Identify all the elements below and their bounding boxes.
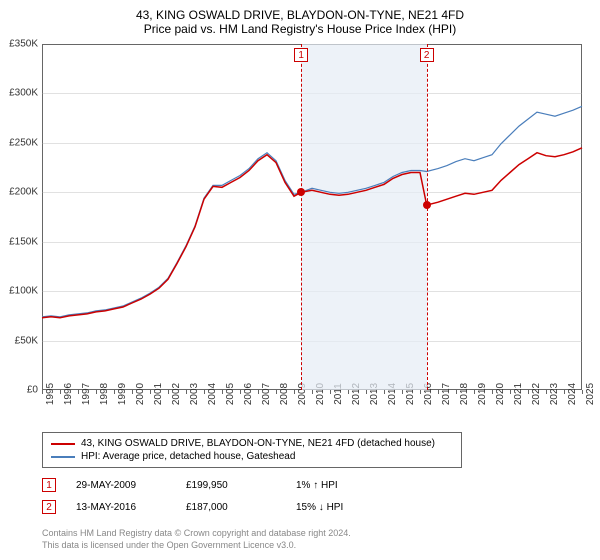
sale-row-2: 2 13-MAY-2016 £187,000 15% ↓ HPI [42,500,386,514]
x-tick [492,390,493,394]
sale-marker-2: 2 [42,500,56,514]
y-tick-label: £100K [9,286,38,297]
series-lines-svg [42,44,582,390]
sale-marker-1: 1 [42,478,56,492]
x-tick [168,390,169,394]
sale-date-1: 29-MAY-2009 [76,480,166,491]
y-tick-label: £350K [9,39,38,50]
x-tick [132,390,133,394]
y-tick-label: £0 [27,385,38,396]
chart-subtitle: Price paid vs. HM Land Registry's House … [0,22,600,36]
x-tick [402,390,403,394]
x-tick [42,390,43,394]
x-tick [186,390,187,394]
x-tick [456,390,457,394]
x-tick [528,390,529,394]
x-tick [546,390,547,394]
y-tick-label: £200K [9,187,38,198]
x-tick [204,390,205,394]
y-tick-label: £150K [9,236,38,247]
x-tick [582,390,583,394]
legend-label-property: 43, KING OSWALD DRIVE, BLAYDON-ON-TYNE, … [81,438,435,449]
x-tick [366,390,367,394]
y-tick-label: £50K [15,335,38,346]
x-tick [60,390,61,394]
legend-swatch-hpi [51,456,75,458]
series-line-hpi [42,106,582,316]
sale-dot-2 [423,201,431,209]
x-tick [222,390,223,394]
x-tick [78,390,79,394]
x-tick [384,390,385,394]
x-tick [258,390,259,394]
x-tick [114,390,115,394]
sale-vline-1 [301,44,302,390]
x-tick [312,390,313,394]
y-tick-label: £300K [9,88,38,99]
attribution-text: Contains HM Land Registry data © Crown c… [42,528,351,551]
sale-row-1: 1 29-MAY-2009 £199,950 1% ↑ HPI [42,478,386,492]
sale-price-2: £187,000 [186,502,276,513]
x-tick [240,390,241,394]
x-tick [420,390,421,394]
x-tick [276,390,277,394]
sale-delta-2: 15% ↓ HPI [296,502,386,513]
sale-vline-2 [427,44,428,390]
chart-area: £0£50K£100K£150K£200K£250K£300K£350K 199… [42,44,582,390]
x-tick [348,390,349,394]
sale-delta-1: 1% ↑ HPI [296,480,386,491]
sale-label-1: 1 [294,48,308,62]
attribution-line2: This data is licensed under the Open Gov… [42,540,351,552]
x-tick-label: 2025 [585,383,596,405]
legend-swatch-property [51,443,75,445]
x-tick [294,390,295,394]
x-tick [564,390,565,394]
chart-title: 43, KING OSWALD DRIVE, BLAYDON-ON-TYNE, … [0,8,600,22]
sale-price-1: £199,950 [186,480,276,491]
y-tick-label: £250K [9,137,38,148]
legend-row-hpi: HPI: Average price, detached house, Gate… [51,450,453,463]
sale-label-2: 2 [420,48,434,62]
legend-box: 43, KING OSWALD DRIVE, BLAYDON-ON-TYNE, … [42,432,462,468]
sale-dot-1 [297,188,305,196]
sale-date-2: 13-MAY-2016 [76,502,166,513]
x-tick [330,390,331,394]
x-tick [438,390,439,394]
legend-row-property: 43, KING OSWALD DRIVE, BLAYDON-ON-TYNE, … [51,437,453,450]
x-tick [474,390,475,394]
attribution-line1: Contains HM Land Registry data © Crown c… [42,528,351,540]
series-line-property [42,148,582,318]
x-tick [150,390,151,394]
legend-label-hpi: HPI: Average price, detached house, Gate… [81,451,295,462]
x-tick [96,390,97,394]
x-tick [510,390,511,394]
